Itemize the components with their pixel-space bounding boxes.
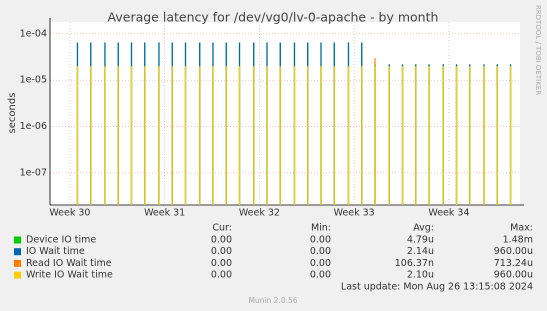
x-tick-label: Week 34: [428, 208, 469, 219]
legend-header: Cur:: [212, 223, 232, 234]
y-axis-label: seconds: [7, 93, 18, 134]
plot-area: [50, 22, 520, 205]
chart-title: Average latency for /dev/vg0/lv-0-apache…: [108, 10, 439, 25]
legend-value: 0.00: [310, 270, 331, 281]
x-tick-label: Week 30: [49, 208, 90, 219]
y-tick-label: 1e-05: [20, 75, 47, 86]
legend-value: 960.00u: [494, 246, 533, 257]
legend-value: 2.14u: [407, 246, 434, 257]
legend-swatch: [14, 259, 21, 267]
legend-value: 713.24u: [494, 258, 533, 269]
legend-swatch: [14, 248, 21, 256]
legend-swatch: [14, 271, 21, 279]
legend-value: 4.79u: [407, 235, 434, 246]
y-tick-label: 1e-04: [20, 28, 47, 39]
legend-label: Device IO time: [26, 235, 96, 246]
legend-value: 0.00: [211, 235, 232, 246]
legend-value: 0.00: [310, 235, 331, 246]
legend-swatch: [14, 236, 21, 244]
legend-label: IO Wait time: [26, 246, 85, 257]
legend-value: 0.00: [310, 258, 331, 269]
legend-value: 2.10u: [407, 270, 434, 281]
y-tick-label: 1e-07: [20, 167, 47, 178]
y-tick-label: 1e-06: [20, 121, 47, 132]
legend-header: Avg:: [413, 223, 434, 234]
x-tick-label: Week 32: [239, 208, 280, 219]
legend-value: 0.00: [211, 246, 232, 257]
last-update: Last update: Mon Aug 26 13:15:08 2024: [341, 282, 533, 293]
x-tick-label: Week 31: [144, 208, 185, 219]
legend-value: 960.00u: [494, 270, 533, 281]
legend-value: 0.00: [211, 258, 232, 269]
legend-value: 0.00: [310, 246, 331, 257]
side-label: RRDTOOL / TOBI OETIKER: [534, 5, 542, 95]
legend-value: 0.00: [211, 270, 232, 281]
x-tick-label: Week 33: [334, 208, 375, 219]
legend-header: Max:: [510, 223, 533, 234]
footer: Munin 2.0.56: [248, 296, 297, 305]
legend-value: 1.48m: [503, 235, 533, 246]
legend-label: Write IO Wait time: [26, 270, 113, 281]
legend-value: 106.37n: [395, 258, 434, 269]
legend-label: Read IO Wait time: [26, 258, 112, 269]
legend-header: Min:: [311, 223, 331, 234]
